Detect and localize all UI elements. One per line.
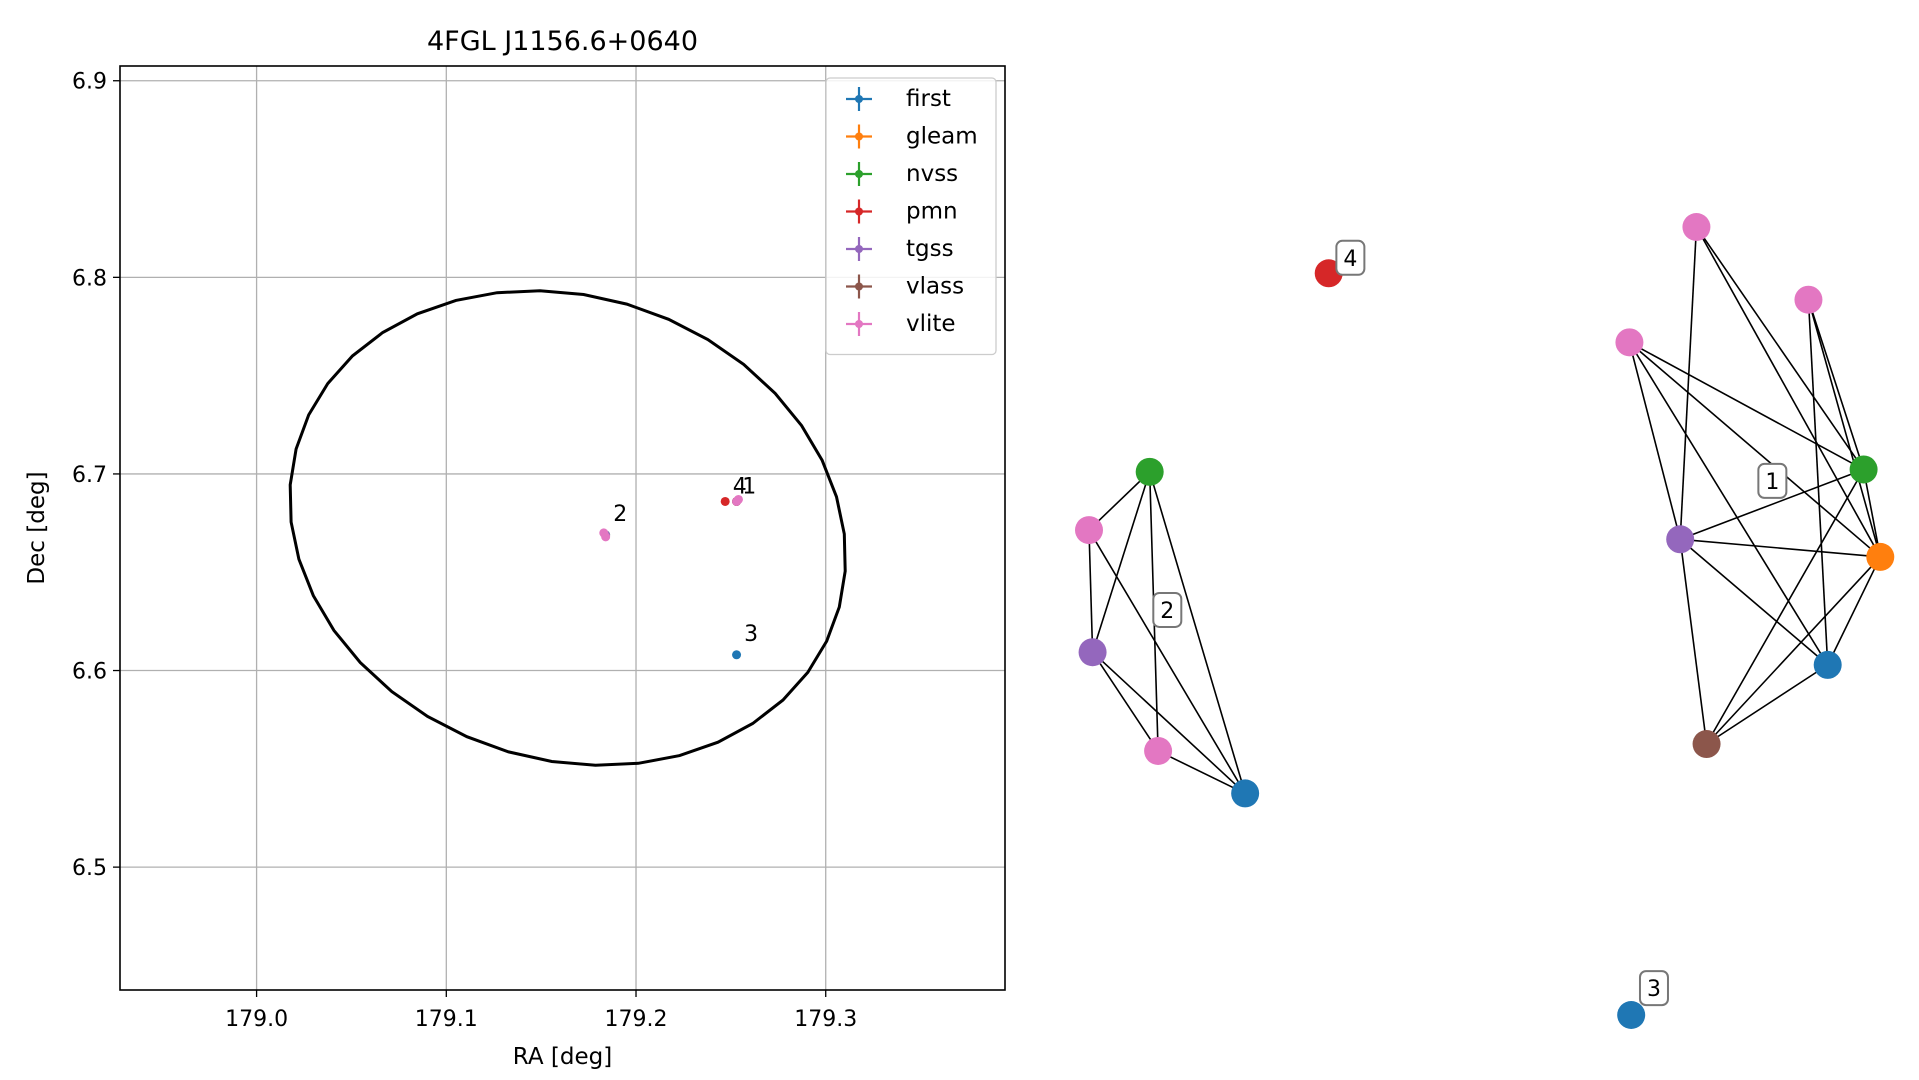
graph-edge (1706, 664, 1829, 745)
graph-edge (1088, 530, 1094, 653)
legend-label-nvss: nvss (906, 161, 958, 187)
legend-marker (855, 282, 863, 291)
data-points (599, 494, 743, 660)
legend-label-tgss: tgss (906, 236, 954, 262)
group-label: 3 (1647, 977, 1661, 1002)
point-annotation: 1 (742, 474, 756, 499)
point-annotation: 4 (733, 474, 747, 499)
graph-node (1135, 457, 1164, 486)
x-tick-label: 179.3 (794, 1007, 857, 1032)
x-tick-label: 179.2 (605, 1007, 668, 1032)
graph-edge (1157, 750, 1246, 795)
y-tick-label: 6.8 (72, 266, 107, 291)
group-label-box (1335, 239, 1366, 276)
graph-edge (1088, 471, 1151, 531)
data-point-vlite (601, 532, 611, 542)
graph-edge (1826, 556, 1882, 666)
confidence-ellipse (288, 289, 847, 767)
graph-edge (1679, 539, 1708, 745)
group-label: 2 (1160, 599, 1174, 624)
graph-edge (1628, 341, 1881, 558)
graph-edge (1091, 651, 1159, 752)
graph-node (1849, 455, 1878, 484)
graph-node (1144, 736, 1173, 765)
group-label-box (1757, 462, 1788, 499)
graph-node (1794, 285, 1823, 314)
graph-node (1075, 516, 1103, 545)
graph-edge (1680, 538, 1881, 558)
graph-node (1617, 1001, 1646, 1029)
graph-edge (1628, 342, 1681, 540)
graph-node (1666, 525, 1695, 554)
graph-node (1078, 638, 1107, 667)
legend-marker (855, 170, 863, 178)
graph-edge (1695, 226, 1865, 470)
data-point-vlite (733, 494, 743, 504)
graph-edge (1148, 471, 1246, 794)
graph-node (1692, 730, 1721, 759)
graph-edge (1679, 226, 1698, 540)
y-tick-label: 6.6 (72, 660, 107, 685)
graph-node (1231, 779, 1260, 808)
y-tick-label: 6.5 (72, 856, 107, 881)
graph-edge (1679, 538, 1829, 666)
legend-label-pmn: pmn (906, 199, 958, 225)
network-graph: 1 2 3 4 (1075, 213, 1895, 1029)
graph-edge (1862, 469, 1882, 558)
graph-edge (1092, 651, 1246, 795)
graph-edge (1807, 299, 1865, 470)
legend-marker (855, 245, 863, 253)
y-axis-label: Dec [deg] (24, 471, 50, 584)
legend-marker (855, 320, 863, 328)
group-label-box (1152, 591, 1183, 628)
graph-node (1866, 542, 1895, 571)
group-labels: 1 2 3 4 (1152, 239, 1788, 1007)
group-label-box (1638, 970, 1669, 1007)
x-axis-label: RA [deg] (513, 1044, 612, 1070)
y-tick-label: 6.7 (72, 463, 107, 488)
graph-edge (1807, 299, 1829, 665)
graph-nodes (1075, 213, 1895, 1029)
data-point-pmn (720, 496, 730, 506)
x-tick-label: 179.0 (225, 1007, 288, 1032)
graph-node (1813, 650, 1842, 679)
point-annotation: 2 (613, 502, 627, 527)
graph-edge (1091, 471, 1151, 653)
point-labels: 1 2 3 4 (613, 474, 758, 646)
point-annotation: 3 (744, 622, 758, 647)
graph-edge (1628, 341, 1829, 666)
legend-marker (855, 95, 863, 103)
legend-label-gleam: gleam (906, 124, 978, 150)
data-point-first (732, 650, 742, 660)
plot-frame (119, 65, 1006, 991)
x-tick-label: 179.1 (415, 1007, 478, 1032)
y-axis-ticks: 6.5 6.6 6.7 6.8 6.9 (72, 70, 120, 881)
graph-edge (1695, 226, 1881, 558)
graph-edge (1705, 556, 1881, 745)
y-tick-label: 6.9 (72, 70, 107, 95)
legend-label-vlass: vlass (906, 274, 964, 300)
legend-label-vlite: vlite (906, 311, 956, 337)
group-label: 1 (1765, 470, 1779, 495)
graph-edge (1088, 529, 1246, 794)
graph-node (1682, 213, 1711, 241)
chart-title: 4FGL J1156.6+0640 (427, 26, 698, 57)
graph-edge (1705, 469, 1865, 745)
graph-edge (1679, 468, 1864, 541)
legend-marker (855, 207, 863, 216)
legend-box (825, 77, 997, 356)
group-label: 4 (1343, 247, 1357, 272)
graph-edges (1088, 226, 1882, 795)
legend: first gleam nvss pmn tgss vlass vlite (825, 77, 997, 356)
legend-label-first: first (906, 86, 951, 112)
graph-edge (1807, 299, 1882, 558)
graph-edge (1629, 341, 1864, 471)
graph-node (1615, 328, 1644, 357)
legend-marker (855, 132, 863, 141)
x-axis-ticks: 179.0 179.1 179.2 179.3 (225, 990, 857, 1032)
